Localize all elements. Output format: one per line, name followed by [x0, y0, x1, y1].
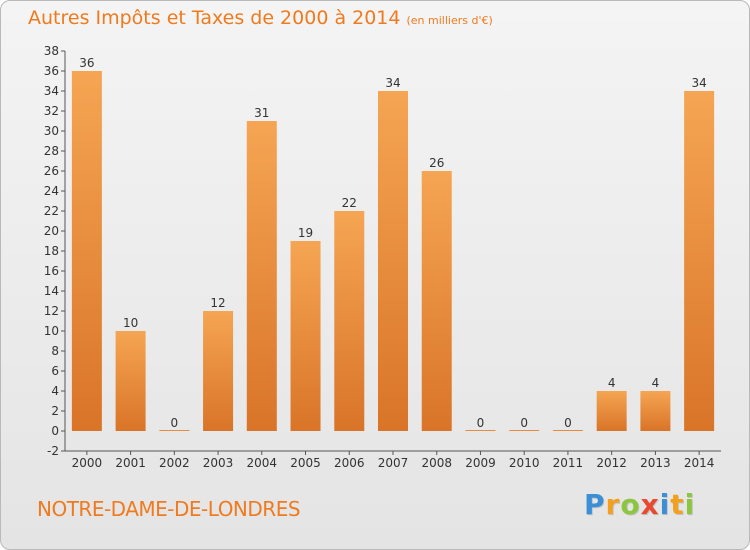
- data-label: 26: [429, 156, 444, 170]
- y-tick-label: 32: [44, 104, 59, 118]
- data-label: 0: [171, 416, 179, 430]
- y-tick-label: 10: [44, 324, 59, 338]
- data-label: 19: [298, 226, 313, 240]
- x-axis: 2000 2001 2002 2003 2004 2005 2006 2007 2008 2009…: [65, 450, 721, 470]
- x-tick-label: 2012: [596, 456, 627, 470]
- y-tick-label: 34: [44, 84, 59, 98]
- value-labels: 36 10 0 12 31 19 22 34 26 0 0 0 4 4 34: [79, 56, 707, 430]
- x-tick-label: 2004: [247, 456, 278, 470]
- y-tick-label: 16: [44, 264, 59, 278]
- bar: [71, 71, 102, 431]
- bar: [552, 430, 583, 431]
- title-row: Autres Impôts et Taxes de 2000 à 2014 (en…: [28, 7, 493, 29]
- y-tick-label: 18: [44, 244, 59, 258]
- brand-letter: i: [659, 488, 671, 521]
- data-label: 0: [564, 416, 572, 430]
- bar: [246, 121, 277, 431]
- bars: [71, 71, 715, 431]
- data-label: 31: [254, 106, 269, 120]
- data-label: 0: [477, 416, 485, 430]
- x-tick-label: 2014: [684, 456, 715, 470]
- bar: [684, 91, 715, 431]
- x-tick-label: 2006: [334, 456, 365, 470]
- y-tick-label: 8: [51, 344, 59, 358]
- y-tick-label: 12: [44, 304, 59, 318]
- data-label: 34: [691, 76, 706, 90]
- chart-subtitle: (en milliers d'€): [406, 14, 493, 27]
- x-tick-label: 2003: [203, 456, 234, 470]
- bar: [334, 211, 365, 431]
- y-tick-label: 24: [44, 184, 59, 198]
- bar: [421, 171, 452, 431]
- bar: [509, 430, 540, 431]
- data-label: 10: [123, 316, 138, 330]
- chart-title: Autres Impôts et Taxes de 2000 à 2014: [28, 7, 401, 29]
- y-tick-label: 30: [44, 124, 59, 138]
- x-tick-label: 2005: [290, 456, 321, 470]
- brand-logo: Proxiti: [584, 488, 695, 521]
- x-tick-label: 2010: [509, 456, 540, 470]
- bar: [640, 391, 671, 431]
- data-label: 36: [79, 56, 94, 70]
- y-tick-label: 2: [51, 404, 59, 418]
- x-tick-label: 2007: [378, 456, 409, 470]
- bar: [203, 311, 234, 431]
- bar: [159, 430, 190, 431]
- bar: [115, 331, 146, 431]
- data-label: 4: [652, 376, 660, 390]
- y-tick-label: 20: [44, 224, 59, 238]
- brand-letter: i: [684, 488, 696, 521]
- data-label: 4: [608, 376, 616, 390]
- y-tick-label: 4: [51, 384, 59, 398]
- x-tick-label: 2001: [115, 456, 146, 470]
- x-tick-label: 2009: [465, 456, 496, 470]
- x-tick-label: 2000: [72, 456, 103, 470]
- x-tick-label: 2011: [553, 456, 584, 470]
- bar: [465, 430, 496, 431]
- data-label: 0: [520, 416, 528, 430]
- data-label: 12: [210, 296, 225, 310]
- commune-name: NOTRE-DAME-DE-LONDRES: [37, 497, 301, 521]
- data-label: 34: [385, 76, 400, 90]
- bar: [378, 91, 408, 431]
- bar: [290, 241, 321, 431]
- brand-letter: r: [605, 488, 621, 521]
- y-tick-label: 26: [44, 164, 59, 178]
- x-tick-label: 2002: [159, 456, 190, 470]
- y-tick-label: 0: [51, 424, 59, 438]
- data-label: 22: [342, 196, 357, 210]
- brand-letter: P: [584, 488, 606, 521]
- y-tick-label: 22: [44, 204, 59, 218]
- brand-letter: x: [640, 488, 660, 521]
- y-tick-label: 38: [44, 44, 59, 58]
- y-tick-label: 28: [44, 144, 59, 158]
- y-tick-label: 6: [51, 364, 59, 378]
- y-tick-label: 36: [44, 64, 59, 78]
- bar: [596, 391, 627, 431]
- brand-letter: t: [670, 488, 685, 521]
- brand-letter: o: [620, 488, 641, 521]
- x-tick-label: 2008: [421, 456, 452, 470]
- x-tick-label: 2013: [640, 456, 671, 470]
- y-tick-label: -2: [47, 444, 59, 458]
- y-tick-label: 14: [44, 284, 59, 298]
